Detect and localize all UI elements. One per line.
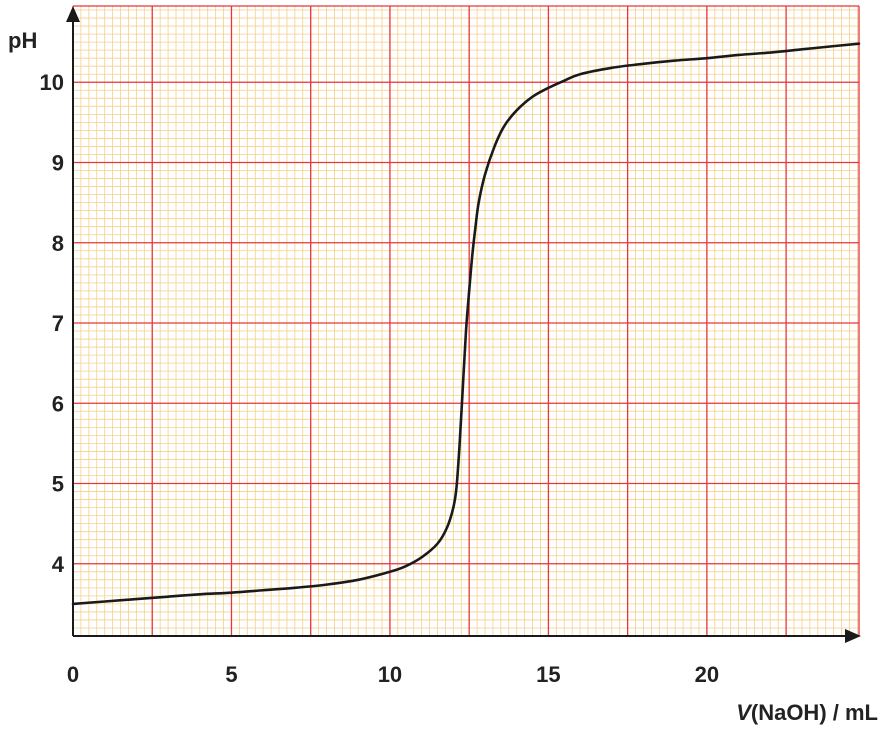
- x-tick-label: 20: [695, 662, 719, 687]
- x-axis-title-rest: (NaOH) / mL: [751, 700, 878, 725]
- x-tick-label: 10: [378, 662, 402, 687]
- x-axis-title: V(NaOH) / mL: [736, 700, 878, 725]
- y-axis-title: pH: [8, 28, 37, 53]
- x-tick-label: 15: [536, 662, 560, 687]
- x-axis-arrow: [845, 629, 861, 643]
- ph-curve-line: [71, 42, 861, 606]
- y-tick-label: 7: [52, 311, 64, 336]
- y-tick-label: 9: [52, 150, 64, 175]
- y-tick-label: 4: [52, 552, 65, 577]
- major-grid: [72, 5, 860, 636]
- y-tick-label: 10: [40, 70, 64, 95]
- y-tick-label: 5: [52, 472, 64, 497]
- x-tick-label: 5: [225, 662, 237, 687]
- tick-labels: 0 5 10 15 20 4 5 6 7 8 9 10: [40, 70, 720, 687]
- titration-curve: [71, 42, 861, 606]
- x-axis-title-italic: V: [736, 700, 753, 725]
- x-tick-label: 0: [67, 662, 79, 687]
- y-tick-label: 6: [52, 391, 64, 416]
- axes: [66, 6, 861, 643]
- y-tick-label: 8: [52, 231, 64, 256]
- y-axis-arrow: [66, 6, 80, 22]
